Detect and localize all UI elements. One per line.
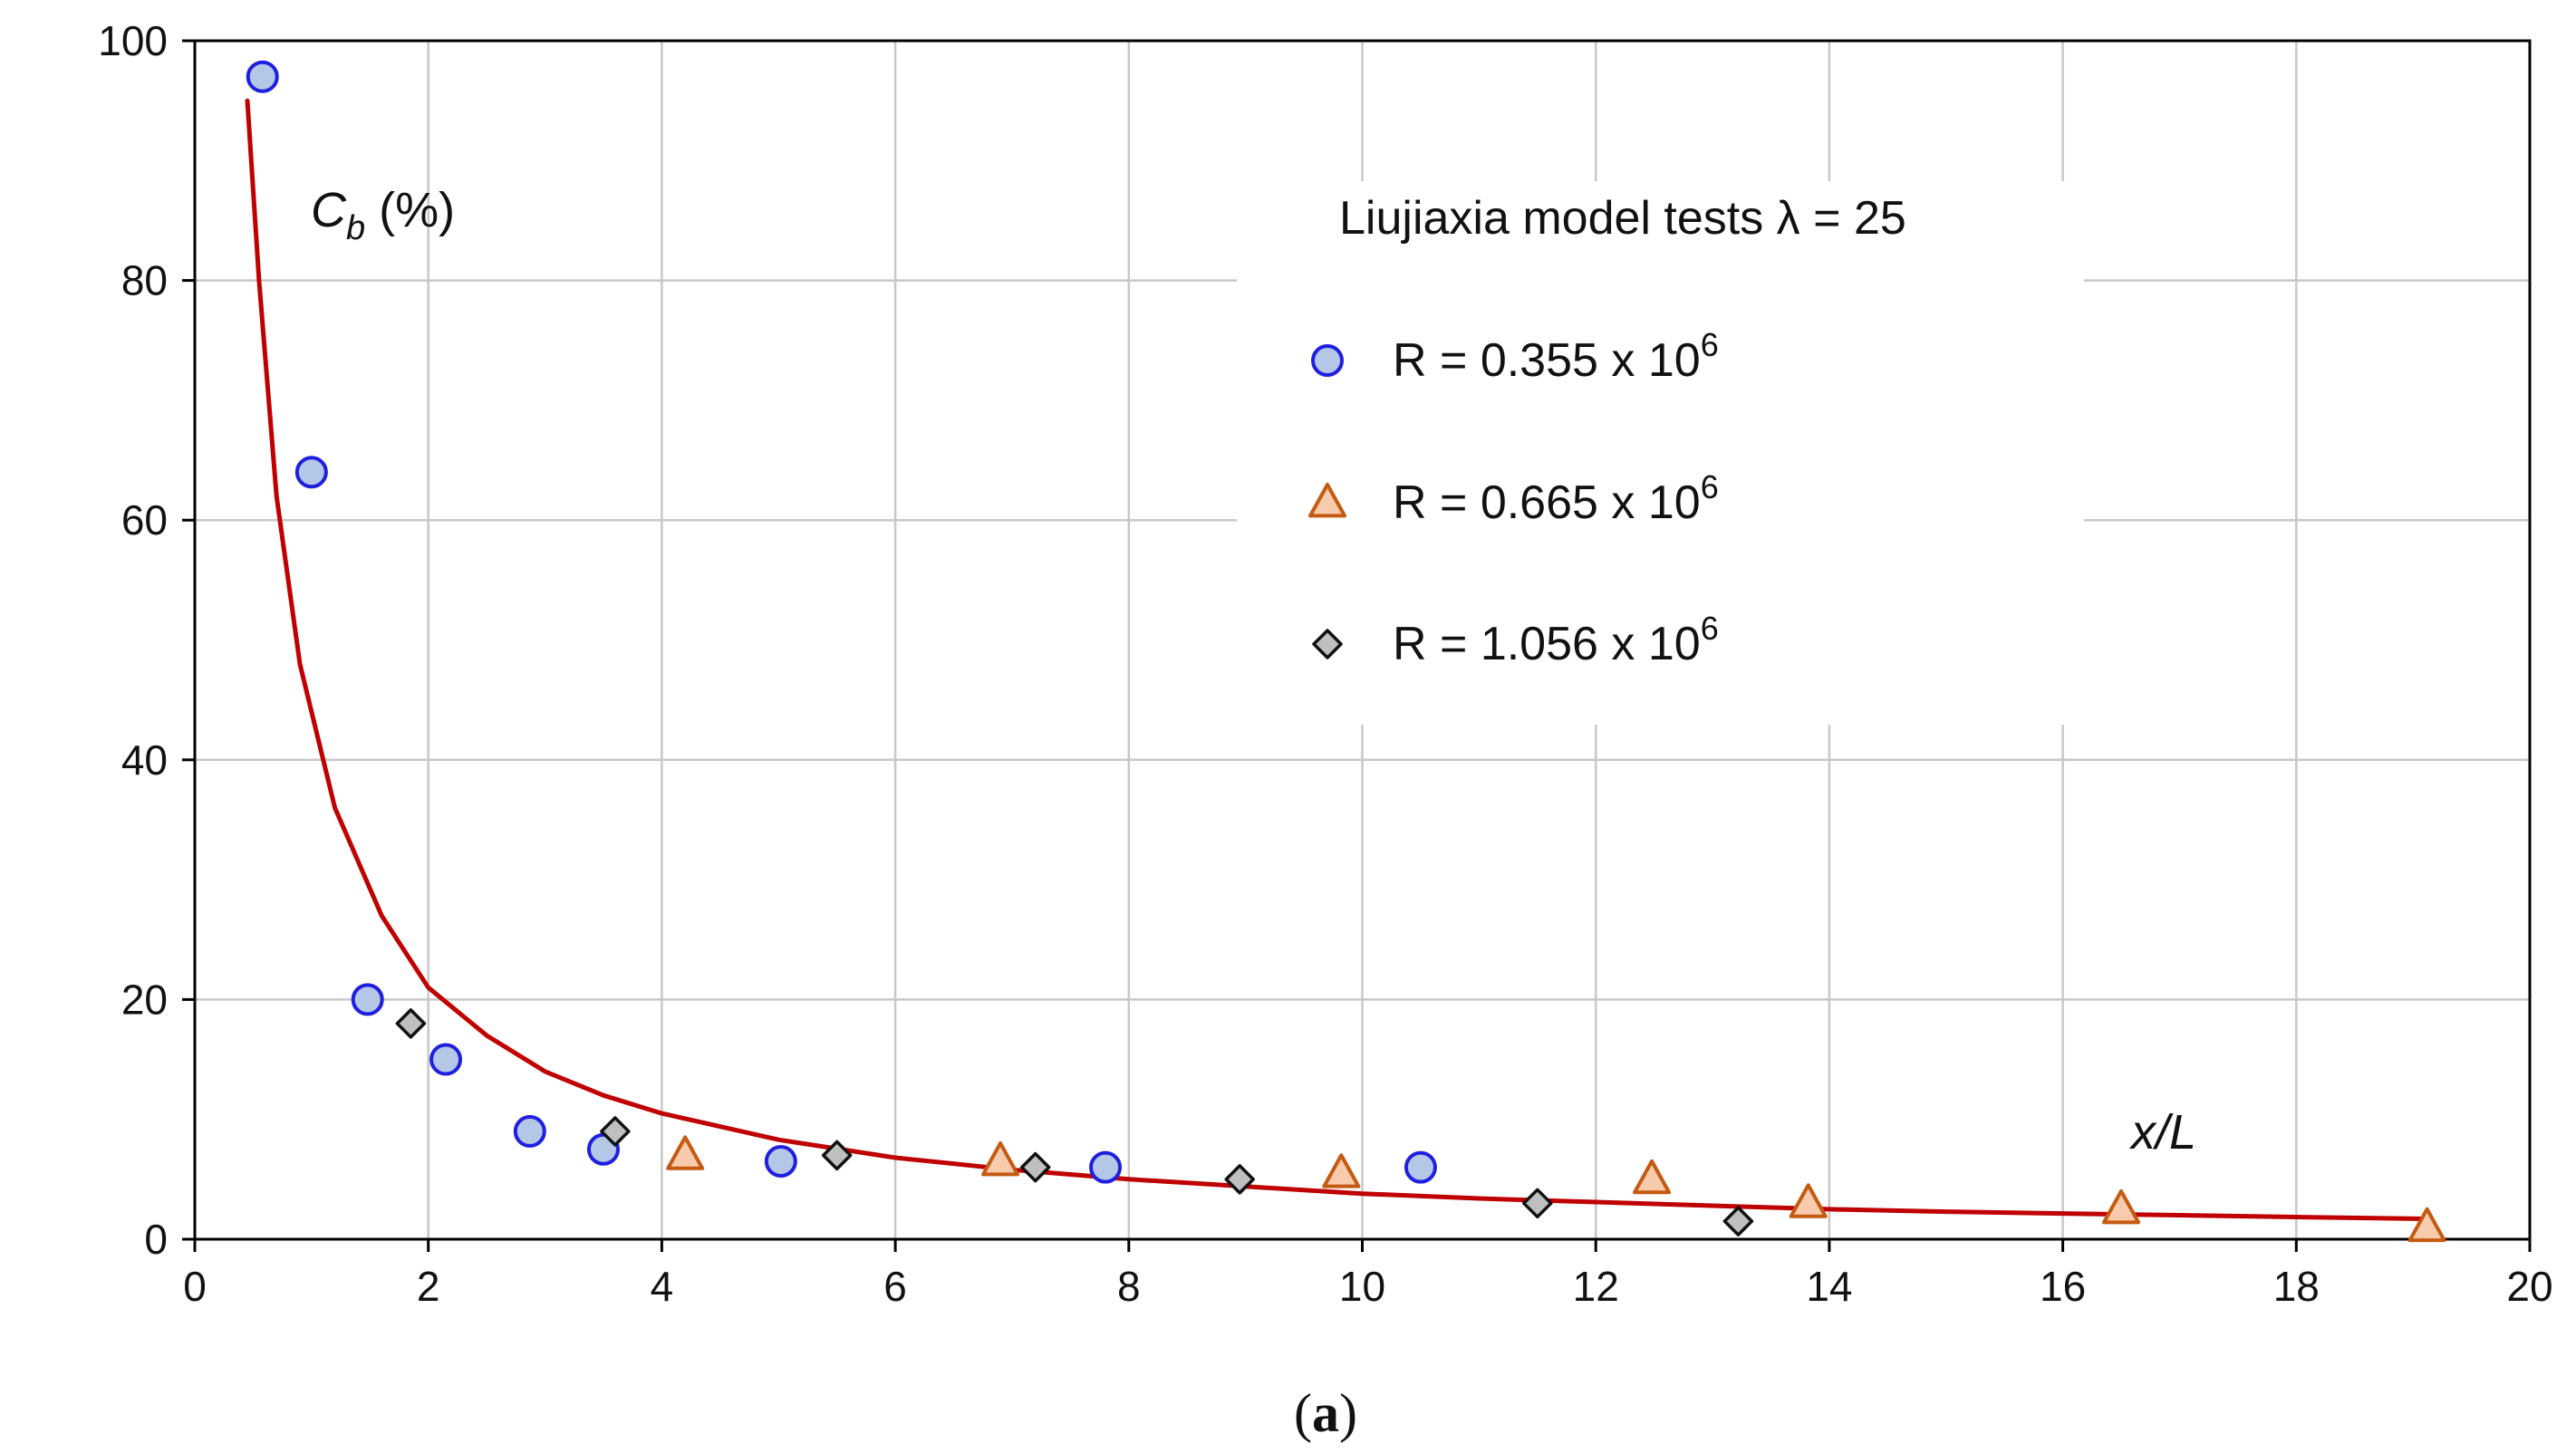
x-tick-label-7: 14 — [1806, 1263, 1852, 1310]
data-point-s0-6 — [764, 1145, 797, 1179]
data-point-s1-5 — [2102, 1188, 2141, 1225]
data-point-s0-8 — [1404, 1150, 1437, 1184]
data-point-s2-4 — [1224, 1164, 1255, 1195]
legend-markers — [1308, 344, 1346, 659]
data-point-s0-3 — [429, 1043, 463, 1076]
data-point-s1-3 — [1633, 1159, 1672, 1195]
data-points-layer — [246, 60, 2446, 1243]
data-point-s0-1 — [294, 456, 328, 489]
y-axis-label-sub: b — [346, 209, 365, 247]
caption-letter: a — [1312, 1383, 1339, 1443]
data-point-s1-0 — [666, 1135, 705, 1170]
legend-marker-0 — [1311, 344, 1344, 377]
legend-entry-2-base: R = 1.056 x 10 — [1393, 618, 1701, 670]
y-tick-label-5: 100 — [98, 17, 168, 64]
tick-labels: 0 2 4 6 8 10 12 14 16 18 20 0 20 40 60 80 100 — [98, 17, 2552, 1310]
legend-entry-1-exp: 6 — [1701, 468, 1719, 505]
x-tick-label-0: 0 — [183, 1263, 207, 1310]
y-tick-label-4: 80 — [121, 257, 168, 304]
data-point-s1-1 — [981, 1141, 1020, 1177]
y-tick-label-0: 0 — [144, 1216, 168, 1263]
plot-frame — [182, 39, 2532, 1252]
y-axis-label: Cb (%) — [311, 183, 455, 247]
x-tick-label-2: 4 — [651, 1263, 674, 1310]
legend-entry-0-exp: 6 — [1701, 326, 1719, 363]
x-tick-label-3: 6 — [883, 1263, 907, 1310]
data-point-s1-4 — [1789, 1183, 1828, 1218]
y-tick-label-2: 40 — [121, 736, 168, 784]
legend-entry-1-base: R = 0.665 x 10 — [1393, 476, 1701, 529]
data-point-s0-0 — [246, 60, 279, 93]
data-point-s2-5 — [1522, 1188, 1553, 1219]
x-tick-label-8: 16 — [2040, 1263, 2086, 1310]
x-axis-label: x/L — [2128, 1105, 2196, 1160]
x-tick-label-1: 2 — [417, 1263, 440, 1310]
legend-entry-0-base: R = 0.355 x 10 — [1393, 334, 1701, 387]
y-axis-label-main: C — [311, 183, 347, 237]
legend-background — [1237, 181, 2084, 725]
x-tick-label-10: 20 — [2506, 1263, 2552, 1310]
caption-open: ( — [1294, 1383, 1312, 1443]
legend-marker-2 — [1312, 629, 1343, 659]
x-tick-label-5: 10 — [1339, 1263, 1385, 1310]
legend-marker-1 — [1308, 483, 1346, 518]
legend-entry-2: R = 1.056 x 106 — [1393, 610, 1719, 670]
data-point-s0-7 — [1089, 1150, 1123, 1184]
data-point-s0-4 — [513, 1114, 546, 1148]
legend-entry-2-exp: 6 — [1701, 610, 1719, 647]
data-point-s2-2 — [821, 1140, 853, 1171]
legend: Liujiaxia model tests λ = 25 R = 0.355 x… — [1308, 192, 1906, 670]
data-point-s2-0 — [395, 1008, 427, 1039]
data-point-s2-6 — [1722, 1206, 1754, 1236]
legend-title: Liujiaxia model tests λ = 25 — [1339, 192, 1906, 245]
figure-caption: (a) — [1294, 1383, 1357, 1443]
data-point-s0-2 — [351, 983, 384, 1016]
y-axis-label-unit: (%) — [365, 183, 455, 237]
x-tick-label-9: 18 — [2273, 1263, 2320, 1310]
fit-curve-layer — [245, 98, 2427, 1221]
y-tick-label-1: 20 — [121, 976, 168, 1023]
x-tick-label-6: 12 — [1573, 1263, 1619, 1310]
data-point-s2-3 — [1019, 1151, 1051, 1183]
x-tick-label-4: 8 — [1117, 1263, 1141, 1310]
legend-entry-1: R = 0.665 x 106 — [1393, 468, 1719, 529]
data-point-s1-2 — [1322, 1153, 1361, 1188]
caption-close: ) — [1339, 1383, 1357, 1443]
data-point-s2-1 — [600, 1116, 631, 1147]
legend-entry-0: R = 0.355 x 106 — [1393, 326, 1719, 387]
y-tick-label-3: 60 — [121, 496, 168, 544]
fit-curve — [245, 98, 2427, 1221]
data-point-s1-6 — [2407, 1207, 2446, 1243]
